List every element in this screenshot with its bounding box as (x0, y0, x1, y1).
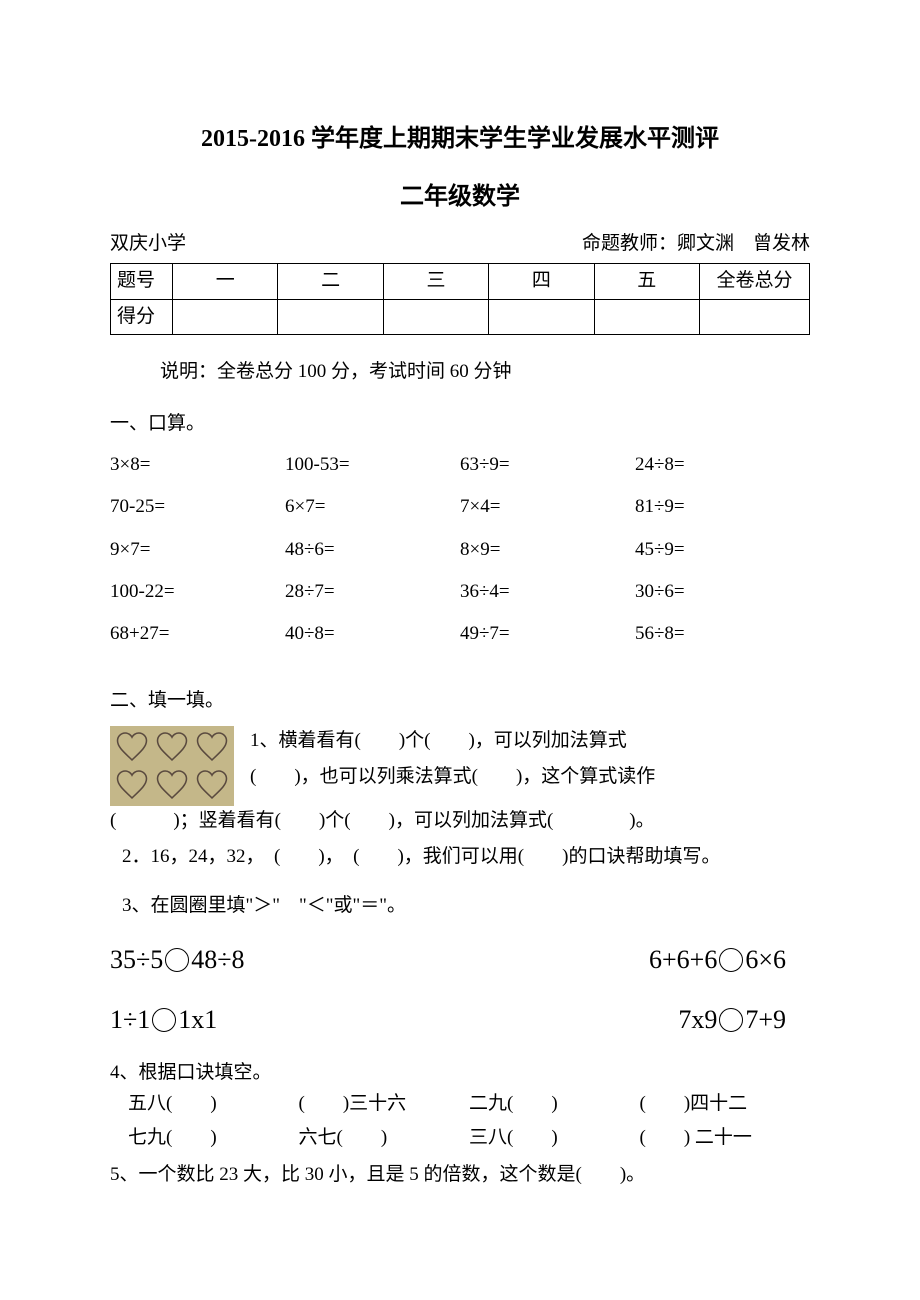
expr-left: 35÷5 (110, 945, 163, 974)
calc-item: 6×7= (285, 492, 460, 522)
calc-item: 40÷8= (285, 619, 460, 649)
question-1-block: 1、横着看有( )个( )，可以列加法算式 ( )，也可以列乘法算式( )，这个… (110, 726, 810, 873)
circle-blank-icon (719, 948, 743, 972)
heart-icon (153, 729, 191, 765)
exam-title-line2: 二年级数学 (110, 178, 810, 216)
score-cell (278, 299, 383, 334)
exam-title-line1: 2015-2016 学年度上期期末学生学业发展水平测评 (110, 120, 810, 158)
calc-item: 68+27= (110, 619, 285, 649)
circle-blank-icon (165, 948, 189, 972)
heart-icon (113, 767, 151, 803)
heart-icon (193, 767, 231, 803)
calc-item: 70-25= (110, 492, 285, 522)
compare-row-1: 35÷5 48÷8 6+6+6 6×6 (110, 939, 810, 981)
q2-text: 2．16，24，32， ( )， ( )，我们可以用( )的口诀帮助填写。 (122, 842, 810, 872)
table-row: 得分 (111, 299, 810, 334)
q4-item: ( )四十二 (640, 1089, 811, 1119)
calc-grid: 3×8= 100-53= 63÷9= 24÷8= 70-25= 6×7= 7×4… (110, 450, 810, 650)
circle-blank-icon (152, 1008, 176, 1032)
teacher-label: 命题教师： (582, 233, 677, 254)
q4-item: ( ) 二十一 (640, 1123, 811, 1153)
row-label: 题号 (111, 264, 173, 299)
expr-right: 48÷8 (191, 945, 244, 974)
calc-item: 81÷9= (635, 492, 810, 522)
q4-grid: 五八( ) ( )三十六 二九( ) ( )四十二 七九( ) 六七( ) 三八… (128, 1089, 810, 1154)
calc-item: 48÷6= (285, 535, 460, 565)
expr-left: 6+6+6 (649, 945, 717, 974)
compare-expr: 7x9 7+9 (678, 999, 786, 1041)
teacher-info: 命题教师：卿文渊 曾发林 (582, 229, 810, 259)
col-header: 全卷总分 (700, 264, 810, 299)
calc-item: 9×7= (110, 535, 285, 565)
expr-right: 6×6 (745, 945, 786, 974)
compare-expr: 1÷1 1x1 (110, 999, 217, 1041)
instruction-text: 说明：全卷总分 100 分，考试时间 60 分钟 (160, 357, 810, 387)
q4-title: 4、根据口诀填空。 (110, 1058, 810, 1088)
q4-item: 六七( ) (299, 1123, 470, 1153)
heart-icon (153, 767, 191, 803)
q1-line3: ( )；竖着看有( )个( )，可以列加法算式( )。 (110, 806, 810, 836)
score-table: 题号 一 二 三 四 五 全卷总分 得分 (110, 263, 810, 335)
q1-line2: ( )，也可以列乘法算式( )，这个算式读作 (250, 762, 810, 792)
calc-item: 7×4= (460, 492, 635, 522)
q4-item: ( )三十六 (299, 1089, 470, 1119)
calc-item: 45÷9= (635, 535, 810, 565)
calc-item: 36÷4= (460, 577, 635, 607)
score-cell (173, 299, 278, 334)
expr-right: 1x1 (178, 1005, 217, 1034)
row-label: 得分 (111, 299, 173, 334)
q4-item: 五八( ) (128, 1089, 299, 1119)
q4-item: 七九( ) (128, 1123, 299, 1153)
calc-item: 3×8= (110, 450, 285, 480)
exam-meta-row: 双庆小学 命题教师：卿文渊 曾发林 (110, 229, 810, 259)
calc-item: 100-22= (110, 577, 285, 607)
expr-right: 7+9 (745, 1005, 786, 1034)
col-header: 二 (278, 264, 383, 299)
calc-item: 56÷8= (635, 619, 810, 649)
compare-row-2: 1÷1 1x1 7x9 7+9 (110, 999, 810, 1041)
q5-text: 5、一个数比 23 大，比 30 小，且是 5 的倍数，这个数是( )。 (110, 1160, 810, 1190)
score-cell (383, 299, 488, 334)
heart-icon (113, 729, 151, 765)
calc-item: 63÷9= (460, 450, 635, 480)
col-header: 三 (383, 264, 488, 299)
score-cell (700, 299, 810, 334)
calc-item: 28÷7= (285, 577, 460, 607)
col-header: 四 (489, 264, 594, 299)
section2-title: 二、填一填。 (110, 686, 810, 716)
expr-left: 1÷1 (110, 1005, 150, 1034)
q1-line1: 1、横着看有( )个( )，可以列加法算式 (250, 726, 810, 756)
score-cell (594, 299, 699, 334)
q4-item: 二九( ) (469, 1089, 640, 1119)
calc-item: 49÷7= (460, 619, 635, 649)
q3-title: 3、在圆圈里填"＞" "＜"或"＝"。 (122, 891, 810, 921)
calc-item: 100-53= (285, 450, 460, 480)
q4-item: 三八( ) (469, 1123, 640, 1153)
section1-title: 一、口算。 (110, 409, 810, 439)
calc-item: 8×9= (460, 535, 635, 565)
score-cell (489, 299, 594, 334)
hearts-grid (110, 726, 234, 806)
circle-blank-icon (719, 1008, 743, 1032)
calc-item: 30÷6= (635, 577, 810, 607)
col-header: 一 (173, 264, 278, 299)
compare-expr: 35÷5 48÷8 (110, 939, 245, 981)
school-name: 双庆小学 (110, 229, 186, 259)
col-header: 五 (594, 264, 699, 299)
compare-expr: 6+6+6 6×6 (649, 939, 786, 981)
expr-left: 7x9 (678, 1005, 717, 1034)
heart-icon (193, 729, 231, 765)
calc-item: 24÷8= (635, 450, 810, 480)
teacher-names: 卿文渊 曾发林 (677, 233, 810, 254)
table-row: 题号 一 二 三 四 五 全卷总分 (111, 264, 810, 299)
